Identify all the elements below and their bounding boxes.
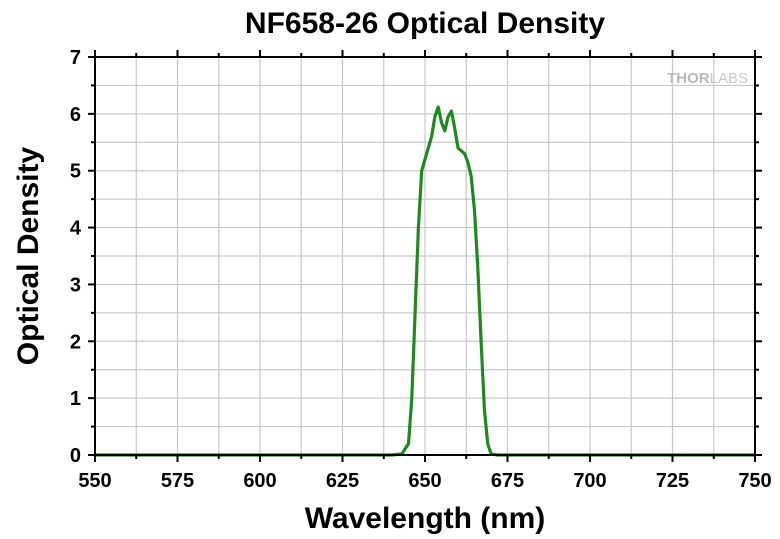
watermark-bold: THOR	[667, 70, 710, 87]
y-axis-label: Optical Density	[12, 146, 45, 365]
y-tick-label: 7	[70, 47, 81, 69]
series-line	[93, 105, 757, 457]
x-tick-label: 650	[408, 470, 441, 492]
y-tick-label: 2	[70, 331, 81, 353]
x-tick-label: 750	[738, 470, 771, 492]
x-tick-label: 675	[491, 470, 524, 492]
y-tick-label: 1	[70, 388, 81, 410]
grid	[95, 57, 755, 455]
watermark-light: LABS	[710, 70, 748, 87]
y-tick-label: 4	[70, 218, 82, 240]
y-tick-label: 5	[70, 161, 81, 183]
tick-labels: 550 575 600 625 650 675 700 725 750 0 1 2 3 4 5 6 7	[70, 47, 772, 492]
series-layer	[93, 105, 757, 457]
y-tick-label: 0	[70, 445, 81, 467]
x-tick-label: 550	[78, 470, 111, 492]
x-tick-label: 600	[243, 470, 276, 492]
x-tick-label: 700	[573, 470, 606, 492]
y-tick-label: 3	[70, 274, 81, 296]
y-tick-label: 6	[70, 104, 81, 126]
svg-text:THORLABS: THORLABS	[667, 70, 748, 87]
chart-title: NF658-26 Optical Density	[245, 7, 605, 40]
x-tick-label: 625	[326, 470, 359, 492]
x-tick-label: 725	[656, 470, 689, 492]
watermark-logo: THORLABS	[667, 70, 748, 87]
x-tick-label: 575	[161, 470, 194, 492]
x-axis-label: Wavelength (nm)	[305, 502, 546, 535]
ticks	[88, 50, 762, 462]
